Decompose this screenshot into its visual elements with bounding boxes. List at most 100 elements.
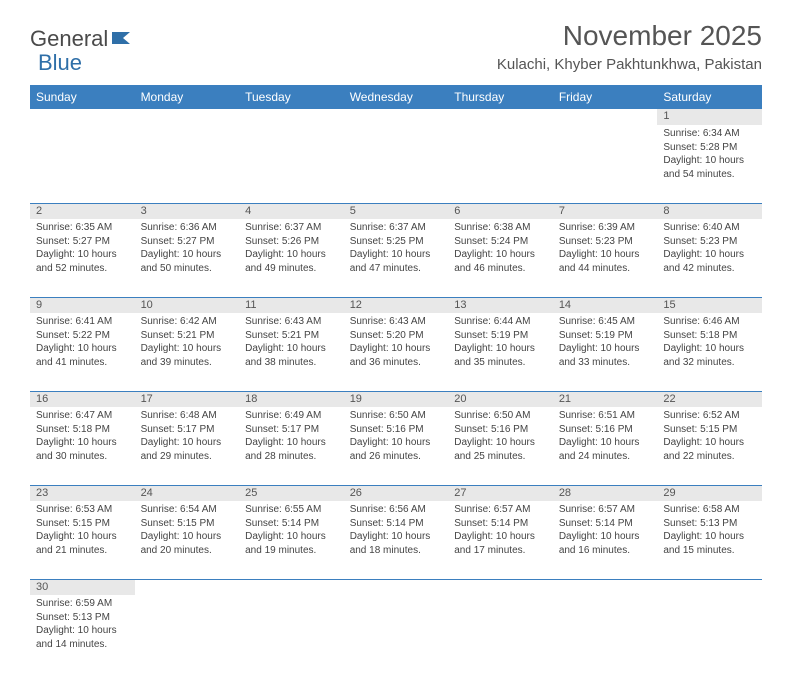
day-number: 26 [344, 485, 449, 501]
sun-info-line: Sunrise: 6:43 AM [245, 315, 338, 329]
sun-info-line: Daylight: 10 hours [559, 530, 652, 544]
sun-info-line: and 26 minutes. [350, 450, 443, 464]
sun-info-line: Sunset: 5:18 PM [663, 329, 756, 343]
logo-text-1: General [30, 26, 108, 52]
sun-info-line: Sunrise: 6:59 AM [36, 597, 129, 611]
sun-info-line: Daylight: 10 hours [350, 530, 443, 544]
day-cell-content: Sunrise: 6:57 AMSunset: 5:14 PMDaylight:… [448, 501, 553, 561]
day-cell: Sunrise: 6:35 AMSunset: 5:27 PMDaylight:… [30, 219, 135, 297]
flag-icon [112, 26, 134, 52]
sun-info-line: Sunset: 5:15 PM [141, 517, 234, 531]
day-number: 29 [657, 485, 762, 501]
weekday-header: Saturday [657, 85, 762, 109]
day-cell: Sunrise: 6:36 AMSunset: 5:27 PMDaylight:… [135, 219, 240, 297]
sun-info-line: Sunset: 5:21 PM [141, 329, 234, 343]
sun-info-line: and 47 minutes. [350, 262, 443, 276]
day-cell: Sunrise: 6:58 AMSunset: 5:13 PMDaylight:… [657, 501, 762, 579]
sun-info-line: and 50 minutes. [141, 262, 234, 276]
daynum-row: 23242526272829 [30, 485, 762, 501]
day-cell: Sunrise: 6:41 AMSunset: 5:22 PMDaylight:… [30, 313, 135, 391]
sun-info-line: Sunset: 5:14 PM [350, 517, 443, 531]
sun-info-line: Daylight: 10 hours [559, 342, 652, 356]
day-number: 5 [344, 203, 449, 219]
day-number: 10 [135, 297, 240, 313]
sun-info-line: Daylight: 10 hours [663, 436, 756, 450]
day-cell-content: Sunrise: 6:43 AMSunset: 5:20 PMDaylight:… [344, 313, 449, 373]
day-cell [448, 125, 553, 203]
sun-info-line: Sunset: 5:13 PM [36, 611, 129, 625]
day-number: 22 [657, 391, 762, 407]
sun-info-line: Sunset: 5:16 PM [559, 423, 652, 437]
day-cell: Sunrise: 6:40 AMSunset: 5:23 PMDaylight:… [657, 219, 762, 297]
sun-info-line: Sunrise: 6:50 AM [454, 409, 547, 423]
sun-info-line: and 30 minutes. [36, 450, 129, 464]
day-cell-content: Sunrise: 6:48 AMSunset: 5:17 PMDaylight:… [135, 407, 240, 467]
sun-info-line: and 29 minutes. [141, 450, 234, 464]
day-cell: Sunrise: 6:37 AMSunset: 5:25 PMDaylight:… [344, 219, 449, 297]
day-number: 6 [448, 203, 553, 219]
day-number: 16 [30, 391, 135, 407]
day-number: 25 [239, 485, 344, 501]
day-cell-content: Sunrise: 6:50 AMSunset: 5:16 PMDaylight:… [448, 407, 553, 467]
day-number [553, 109, 658, 125]
day-cell: Sunrise: 6:51 AMSunset: 5:16 PMDaylight:… [553, 407, 658, 485]
logo-text-2: Blue [38, 50, 82, 76]
header: General November 2025 Kulachi, Khyber Pa… [30, 20, 762, 73]
sun-info-line: Sunrise: 6:40 AM [663, 221, 756, 235]
sun-info-line: Sunset: 5:15 PM [663, 423, 756, 437]
sun-info-line: Daylight: 10 hours [663, 530, 756, 544]
calendar-table: SundayMondayTuesdayWednesdayThursdayFrid… [30, 85, 762, 673]
day-cell [135, 125, 240, 203]
sun-info-line: Sunset: 5:15 PM [36, 517, 129, 531]
day-number [30, 109, 135, 125]
sun-info-line: Daylight: 10 hours [36, 624, 129, 638]
title-block: November 2025 Kulachi, Khyber Pakhtunkhw… [497, 20, 762, 73]
sun-info-line: Daylight: 10 hours [454, 342, 547, 356]
day-cell-content: Sunrise: 6:47 AMSunset: 5:18 PMDaylight:… [30, 407, 135, 467]
day-cell: Sunrise: 6:52 AMSunset: 5:15 PMDaylight:… [657, 407, 762, 485]
day-number [344, 109, 449, 125]
sun-info-line: and 18 minutes. [350, 544, 443, 558]
weekday-header: Monday [135, 85, 240, 109]
sun-info-line: and 41 minutes. [36, 356, 129, 370]
sun-info-line: Sunrise: 6:39 AM [559, 221, 652, 235]
sun-info-line: Sunrise: 6:50 AM [350, 409, 443, 423]
day-cell-content: Sunrise: 6:59 AMSunset: 5:13 PMDaylight:… [30, 595, 135, 655]
sun-info-line: Daylight: 10 hours [350, 248, 443, 262]
day-number: 11 [239, 297, 344, 313]
day-cell-content: Sunrise: 6:39 AMSunset: 5:23 PMDaylight:… [553, 219, 658, 279]
day-number [239, 109, 344, 125]
sun-info-line: and 52 minutes. [36, 262, 129, 276]
sun-info-line: Daylight: 10 hours [245, 436, 338, 450]
sun-info-line: and 28 minutes. [245, 450, 338, 464]
sun-info-line: Sunset: 5:27 PM [141, 235, 234, 249]
day-cell [239, 595, 344, 673]
sun-info-line: Daylight: 10 hours [454, 436, 547, 450]
day-cell: Sunrise: 6:49 AMSunset: 5:17 PMDaylight:… [239, 407, 344, 485]
sun-info-line: and 54 minutes. [663, 168, 756, 182]
sun-info-line: Sunset: 5:16 PM [454, 423, 547, 437]
sun-info-line: Sunset: 5:22 PM [36, 329, 129, 343]
day-cell-content: Sunrise: 6:37 AMSunset: 5:26 PMDaylight:… [239, 219, 344, 279]
day-cell: Sunrise: 6:45 AMSunset: 5:19 PMDaylight:… [553, 313, 658, 391]
day-cell-content: Sunrise: 6:52 AMSunset: 5:15 PMDaylight:… [657, 407, 762, 467]
sun-info-line: and 49 minutes. [245, 262, 338, 276]
sun-info-line: Sunrise: 6:52 AM [663, 409, 756, 423]
sun-info-line: Sunrise: 6:44 AM [454, 315, 547, 329]
day-number: 7 [553, 203, 658, 219]
day-cell-content: Sunrise: 6:45 AMSunset: 5:19 PMDaylight:… [553, 313, 658, 373]
day-number: 21 [553, 391, 658, 407]
sun-info-line: Sunset: 5:13 PM [663, 517, 756, 531]
day-cell-content: Sunrise: 6:49 AMSunset: 5:17 PMDaylight:… [239, 407, 344, 467]
day-cell-content: Sunrise: 6:56 AMSunset: 5:14 PMDaylight:… [344, 501, 449, 561]
day-number: 18 [239, 391, 344, 407]
sun-info-line: Daylight: 10 hours [141, 248, 234, 262]
sun-info-line: Daylight: 10 hours [454, 248, 547, 262]
sun-info-line: Sunset: 5:19 PM [454, 329, 547, 343]
day-cell-content: Sunrise: 6:38 AMSunset: 5:24 PMDaylight:… [448, 219, 553, 279]
sun-info-line: Daylight: 10 hours [663, 248, 756, 262]
sun-info-line: Sunset: 5:21 PM [245, 329, 338, 343]
sun-info-line: Sunrise: 6:37 AM [245, 221, 338, 235]
sun-info-line: Sunrise: 6:41 AM [36, 315, 129, 329]
day-cell [30, 125, 135, 203]
